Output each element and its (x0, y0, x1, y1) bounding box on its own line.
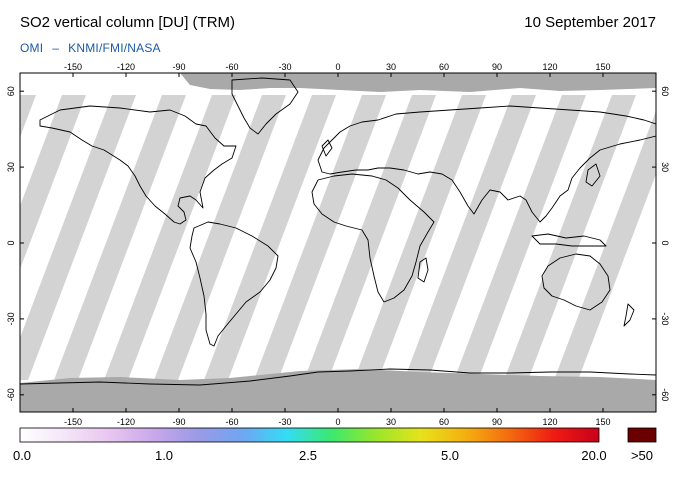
swath-gap (104, 95, 236, 380)
latitude-labels-right: 60 30 0 -30 -60 (660, 86, 670, 401)
swath-gap (304, 95, 436, 380)
lon-label: -120 (117, 417, 135, 427)
lon-label: -120 (117, 62, 135, 72)
swath-gap (154, 95, 286, 380)
lon-label: -30 (278, 62, 291, 72)
longitude-labels-bottom: -150 -120 -90 -60 -30 0 30 60 90 120 150 (64, 417, 611, 427)
data-credit: OMI – KNMI/FMI/NASA (20, 41, 161, 55)
latitude-labels-left: 60 30 0 -30 -60 (6, 86, 16, 401)
swath-gap (20, 95, 36, 138)
arctic-no-data (180, 73, 656, 92)
map-date: 10 September 2017 (524, 14, 656, 31)
coast-new-zealand (623, 303, 635, 327)
lon-label: 0 (335, 62, 340, 72)
overflow-color-swatch (627, 427, 657, 443)
lon-label: 120 (542, 417, 557, 427)
map-title: SO2 vertical column [DU] (TRM) (20, 14, 236, 31)
scale-label-1: 1.0 (154, 448, 174, 463)
credit-institutions: KNMI/FMI/NASA (68, 41, 161, 55)
color-scale-bar (19, 427, 600, 443)
lon-label: 60 (439, 417, 449, 427)
coast-australia (541, 253, 611, 311)
coast-africa (311, 173, 435, 303)
polar-night-south (20, 369, 656, 412)
lon-label: -60 (225, 62, 238, 72)
map-ticks (20, 73, 656, 412)
lat-label: 60 (660, 86, 670, 96)
coast-greenland (231, 77, 299, 135)
lon-label: 150 (595, 62, 610, 72)
scale-label-3: 5.0 (440, 448, 460, 463)
lat-label: -30 (6, 312, 16, 325)
lon-label: 120 (542, 62, 557, 72)
coast-north-america (39, 105, 237, 225)
swath-gap (354, 95, 486, 380)
coast-japan (585, 163, 601, 187)
longitude-labels-top: -150 -120 -90 -60 -30 0 30 60 90 120 150 (64, 62, 611, 72)
swath-gap (254, 95, 386, 380)
lon-label: -90 (172, 417, 185, 427)
swath-gaps (20, 95, 656, 380)
coast-europe-asia (317, 105, 656, 223)
lat-label: 60 (6, 86, 16, 96)
antarctica-outline (20, 368, 656, 386)
lon-label: -150 (64, 62, 82, 72)
lon-label: 0 (335, 417, 340, 427)
swath-gap (20, 95, 86, 270)
swath-gap (454, 95, 586, 380)
swath-gap (204, 95, 336, 380)
swath-gap (404, 95, 536, 380)
lon-label: -60 (225, 417, 238, 427)
lat-label: 30 (660, 162, 670, 172)
lon-label: 90 (492, 417, 502, 427)
lat-label: 0 (660, 240, 670, 245)
lon-label: 30 (386, 417, 396, 427)
scale-label-0: 0.0 (12, 448, 32, 463)
coast-indonesia (531, 233, 607, 247)
swath-gap (54, 95, 186, 380)
lat-label: 0 (6, 240, 16, 245)
coast-british-isles (321, 139, 333, 157)
lon-label: -30 (278, 417, 291, 427)
lat-label: -60 (6, 388, 16, 401)
coast-south-america (189, 221, 279, 347)
lon-label: 60 (439, 62, 449, 72)
swath-gap (20, 95, 136, 380)
lon-label: -90 (172, 62, 185, 72)
lat-label: 30 (6, 162, 16, 172)
lat-label: -30 (660, 312, 670, 325)
lon-label: 150 (595, 417, 610, 427)
lon-label: 30 (386, 62, 396, 72)
credit-separator: – (52, 41, 60, 55)
scale-label-4: 20.0 (581, 448, 607, 463)
scale-label-2: 2.5 (298, 448, 318, 463)
scale-label-overflow: >50 (630, 448, 654, 463)
map-area (20, 73, 656, 412)
lat-label: -60 (660, 388, 670, 401)
coastlines (39, 77, 656, 347)
lon-label: 90 (492, 62, 502, 72)
lon-label: -150 (64, 417, 82, 427)
coast-madagascar (417, 257, 429, 283)
credit-instrument: OMI (20, 41, 44, 55)
